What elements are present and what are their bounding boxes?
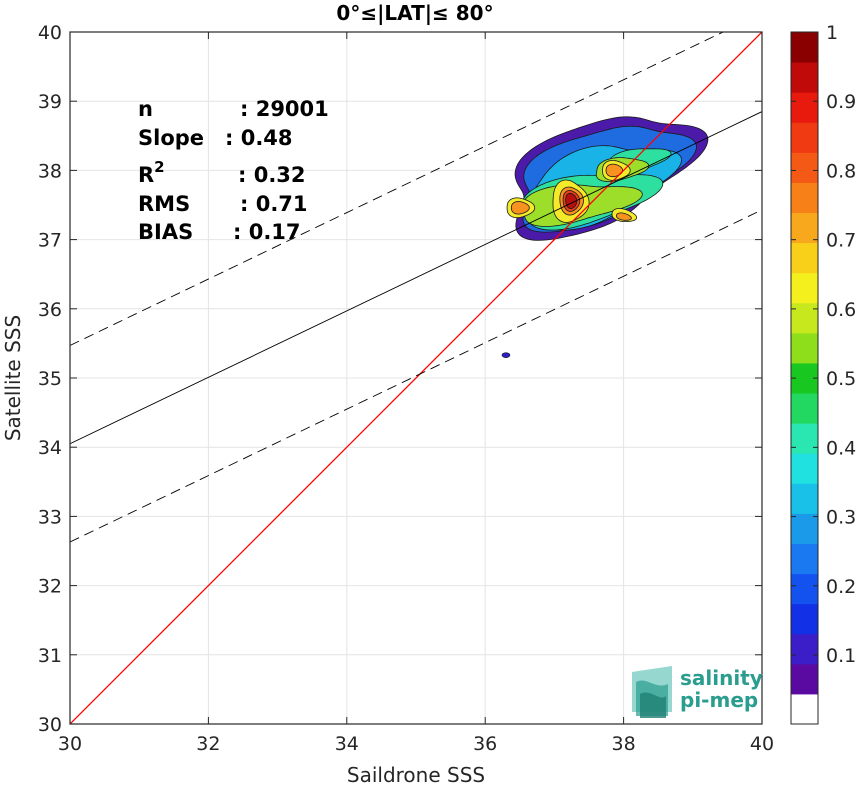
colorbar-segment xyxy=(791,92,818,123)
colorbar-segment xyxy=(791,302,818,334)
y-tick-label: 37 xyxy=(38,230,62,252)
colorbar-tick-label: 0.2 xyxy=(826,576,856,598)
colorbar-tick-label: 0.8 xyxy=(826,160,856,182)
colorbar-segment xyxy=(791,453,818,484)
y-axis-ticks: 30 31 32 33 34 35 36 37 38 39 40 xyxy=(38,22,762,736)
colorbar-segment xyxy=(791,423,818,454)
stat-label: BIAS xyxy=(138,220,193,244)
x-tick-label: 32 xyxy=(196,733,220,755)
stat-value: : 0.71 xyxy=(240,192,308,216)
y-tick-label: 30 xyxy=(38,714,62,736)
colorbar-tick-label: 0.6 xyxy=(826,299,856,321)
contour-level-0.75 xyxy=(615,212,632,221)
colorbar-segment xyxy=(791,603,818,635)
colorbar-segment xyxy=(791,62,818,93)
stat-label: RMS xyxy=(138,192,190,216)
lower-bound-line xyxy=(70,209,762,543)
colorbar-segment xyxy=(791,693,818,725)
one-to-one-line xyxy=(70,32,762,724)
y-axis-label: Satellite SSS xyxy=(1,315,25,441)
stat-label: Slope xyxy=(138,126,204,150)
density-contours xyxy=(501,116,709,358)
colorbar-tick-label: 0.1 xyxy=(826,645,856,667)
x-tick-label: 34 xyxy=(335,733,359,755)
stat-superscript: 2 xyxy=(154,158,164,176)
colorbar-tick-label: 0.4 xyxy=(826,437,856,459)
y-tick-label: 31 xyxy=(38,645,62,667)
chart-title: 0°≤|LAT|≤ 80° xyxy=(336,1,493,25)
colorbar-segment xyxy=(791,633,818,665)
colorbar-segment xyxy=(791,212,818,244)
salinity-pi-mep-logo: salinity pi-mep xyxy=(632,666,763,718)
colorbar-segment xyxy=(791,32,818,63)
stat-value: : 0.17 xyxy=(233,220,301,244)
colorbar-segment xyxy=(791,483,818,514)
colorbar-tick-label: 1 xyxy=(826,22,838,44)
y-tick-label: 38 xyxy=(38,160,62,182)
fit-lines xyxy=(70,32,762,724)
colorbar-segment xyxy=(791,182,818,214)
y-tick-label: 36 xyxy=(38,299,62,321)
regression-line xyxy=(70,111,762,445)
x-axis-ticks: 30 32 34 36 38 40 xyxy=(58,32,774,755)
colorbar-segment xyxy=(791,272,818,304)
colorbar-segment xyxy=(791,393,818,424)
y-tick-label: 33 xyxy=(38,506,62,528)
stat-label: n xyxy=(138,97,153,121)
colorbar: 0.1 0.2 0.3 0.4 0.5 0.6 0.7 0.8 0.9 1 xyxy=(790,22,856,725)
colorbar-tick-label: 0.9 xyxy=(826,91,856,113)
colorbar-segment xyxy=(791,332,818,364)
x-tick-label: 30 xyxy=(58,733,82,755)
colorbar-tick-label: 0.3 xyxy=(826,507,856,529)
stat-value: : 0.32 xyxy=(238,163,306,187)
stat-value: : 29001 xyxy=(240,97,329,121)
y-tick-label: 39 xyxy=(38,91,62,113)
x-tick-label: 36 xyxy=(473,733,497,755)
colorbar-segment xyxy=(791,242,818,274)
outlier-blob xyxy=(501,352,511,358)
colorbar-tick-label: 0.5 xyxy=(826,368,856,390)
stats-box: n : 29001 Slope : 0.48 R2 : 0.32 RMS : 0.71 BIAS… xyxy=(138,97,329,244)
colorbar-tick-label: 0.7 xyxy=(826,230,856,252)
colorbar-segment xyxy=(791,663,818,695)
stat-value: : 0.48 xyxy=(225,126,293,150)
y-tick-label: 34 xyxy=(38,437,62,459)
colorbar-segment xyxy=(791,543,818,575)
logo-line1: salinity xyxy=(680,666,763,690)
x-axis-label: Saildrone SSS xyxy=(347,763,485,786)
x-tick-label: 38 xyxy=(612,733,636,755)
colorbar-segment xyxy=(791,573,818,605)
x-tick-label: 40 xyxy=(750,733,774,755)
y-tick-label: 35 xyxy=(38,368,62,390)
colorbar-segment xyxy=(791,122,818,153)
logo-line2: pi-mep xyxy=(680,688,758,712)
y-tick-label: 40 xyxy=(38,22,62,44)
contour-level-0.75 xyxy=(510,201,530,215)
colorbar-segment xyxy=(791,513,818,544)
y-tick-label: 32 xyxy=(38,576,62,598)
colorbar-segment xyxy=(791,152,818,183)
stat-label: R2 xyxy=(138,158,165,187)
